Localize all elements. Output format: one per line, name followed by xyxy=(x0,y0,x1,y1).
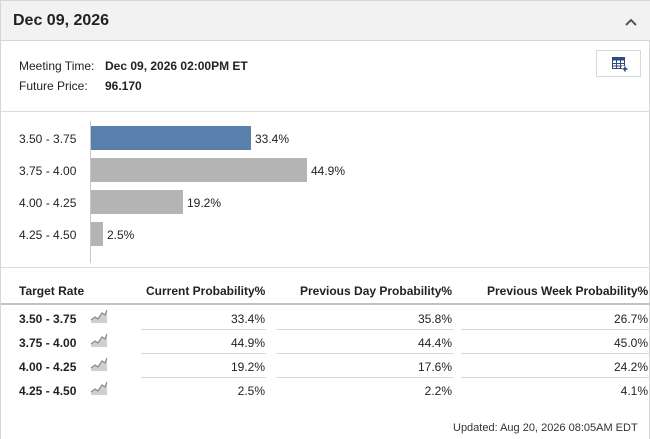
table-view-button[interactable] xyxy=(596,50,641,77)
meeting-time-label: Meeting Time: xyxy=(19,59,95,73)
section-divider xyxy=(1,111,650,112)
header-previous-day-probability[interactable]: Previous Day Probability% xyxy=(300,284,453,298)
previous-week-probability-cell: 4.1% xyxy=(620,384,648,398)
target-rate-cell: 4.00 - 4.25 xyxy=(19,360,77,374)
previous-day-probability-cell: 2.2% xyxy=(424,384,452,398)
previous-week-probability-cell: 24.2% xyxy=(613,360,648,374)
probability-bar[interactable] xyxy=(91,222,103,246)
current-probability-cell: 19.2% xyxy=(230,360,265,374)
chevron-up-icon[interactable] xyxy=(623,14,639,30)
sparkline-chart-icon[interactable] xyxy=(90,356,108,372)
row-divider xyxy=(141,377,266,378)
row-divider xyxy=(276,329,454,330)
sparkline-chart-icon[interactable] xyxy=(90,332,108,348)
header-current-probability[interactable]: Current Probability% xyxy=(146,284,266,298)
panel-header[interactable]: Dec 09, 2026 xyxy=(1,0,650,41)
bar-category-label: 3.75 - 4.00 xyxy=(19,164,77,178)
bar-category-label: 3.50 - 3.75 xyxy=(19,132,77,146)
header-previous-week-probability[interactable]: Previous Week Probability% xyxy=(487,284,649,298)
row-divider xyxy=(461,329,649,330)
row-divider xyxy=(276,353,454,354)
current-probability-cell: 2.5% xyxy=(237,384,265,398)
previous-week-probability-cell: 45.0% xyxy=(613,336,648,350)
chart-axis-line xyxy=(90,121,91,263)
future-price-label: Future Price: xyxy=(19,79,88,93)
probability-bar[interactable] xyxy=(91,190,183,214)
target-rate-cell: 4.25 - 4.50 xyxy=(19,384,77,398)
current-probability-cell: 33.4% xyxy=(230,312,265,326)
row-divider xyxy=(461,377,649,378)
probability-bar[interactable] xyxy=(91,126,251,150)
meeting-time-value: Dec 09, 2026 02:00PM ET xyxy=(105,59,248,73)
previous-day-probability-cell: 17.6% xyxy=(417,360,452,374)
bar-value-label: 2.5% xyxy=(107,228,135,242)
previous-day-probability-cell: 35.8% xyxy=(417,312,452,326)
row-divider xyxy=(141,329,266,330)
updated-timestamp: Updated: Aug 20, 2026 08:05AM EDT xyxy=(453,422,638,434)
target-rate-cell: 3.50 - 3.75 xyxy=(19,312,77,326)
bar-category-label: 4.25 - 4.50 xyxy=(19,228,77,242)
bar-category-label: 4.00 - 4.25 xyxy=(19,196,77,210)
table-grid-plus-icon xyxy=(612,56,628,72)
header-target-rate[interactable]: Target Rate xyxy=(19,284,85,298)
probability-bar[interactable] xyxy=(91,158,307,182)
previous-week-probability-cell: 26.7% xyxy=(613,312,648,326)
table-header-underline xyxy=(1,303,650,305)
sparkline-chart-icon[interactable] xyxy=(90,380,108,396)
previous-day-probability-cell: 44.4% xyxy=(417,336,452,350)
sparkline-chart-icon[interactable] xyxy=(90,308,108,324)
bar-value-label: 33.4% xyxy=(255,132,290,146)
section-divider xyxy=(1,267,650,268)
bar-value-label: 44.9% xyxy=(311,164,346,178)
future-price-value: 96.170 xyxy=(105,79,142,93)
current-probability-cell: 44.9% xyxy=(230,336,265,350)
row-divider xyxy=(141,353,266,354)
meeting-date-title: Dec 09, 2026 xyxy=(13,12,110,29)
row-divider xyxy=(276,377,454,378)
row-divider xyxy=(461,353,649,354)
target-rate-cell: 3.75 - 4.00 xyxy=(19,336,77,350)
bar-value-label: 19.2% xyxy=(187,196,222,210)
